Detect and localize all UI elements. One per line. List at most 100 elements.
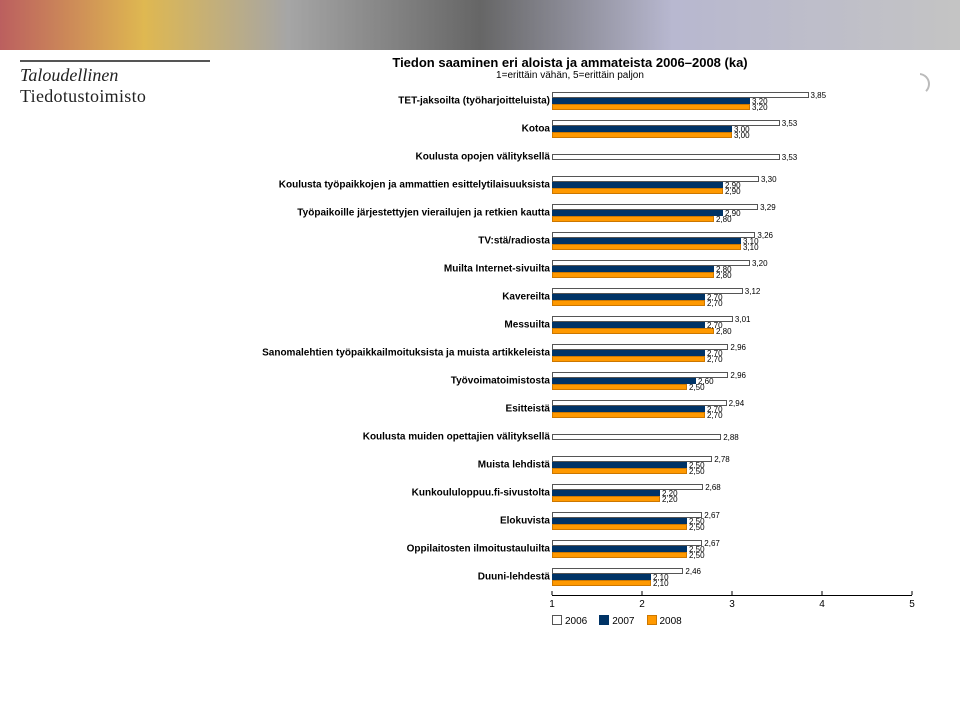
chart-row: Koulusta muiden opettajien välityksellä2… [220, 423, 920, 451]
bar-group: 3,302,902,90 [552, 176, 759, 194]
bar-value: 2,20 [662, 496, 678, 503]
header-decorative-strip [0, 0, 960, 50]
bar-2008 [552, 496, 660, 502]
category-label: Elokuvista [230, 516, 550, 527]
bar-group: 2,88 [552, 434, 721, 440]
bar-value: 3,10 [743, 244, 759, 251]
bar-value: 3,20 [752, 260, 768, 267]
category-label: Kunkoululoppuu.fi-sivustolta [230, 488, 550, 499]
bar-2008 [552, 580, 651, 586]
bar-value: 2,70 [707, 356, 723, 363]
category-label: Muilta Internet-sivuilta [230, 264, 550, 275]
bar-group: 3,263,103,10 [552, 232, 755, 250]
bar-2008 [552, 272, 714, 278]
chart-row: Oppilaitosten ilmoitustauluilta2,672,502… [220, 535, 920, 563]
bar-value: 3,53 [782, 154, 798, 161]
legend-item: 2007 [599, 615, 634, 627]
legend-swatch [599, 615, 609, 625]
x-tick: 2 [639, 599, 645, 610]
x-tick: 4 [819, 599, 825, 610]
chart-row: Koulusta työpaikkojen ja ammattien esitt… [220, 171, 920, 199]
category-label: Sanomalehtien työpaikkailmoituksista ja … [230, 348, 550, 359]
chart-plot: TET-jaksoilta (työharjoitteluista)3,853,… [220, 87, 920, 647]
chart-row: Esitteistä2,942,702,70 [220, 395, 920, 423]
bar-value: 2,50 [689, 384, 705, 391]
bar-value: 3,01 [735, 316, 751, 323]
category-label: Oppilaitosten ilmoitustauluilta [230, 544, 550, 555]
chart-subtitle: 1=erittäin vähän, 5=erittäin paljon [220, 70, 920, 81]
bar-2006 [552, 434, 721, 440]
bar-2008 [552, 244, 741, 250]
bar-2008 [552, 132, 732, 138]
bar-group: 2,672,502,50 [552, 540, 702, 558]
chart-row: TET-jaksoilta (työharjoitteluista)3,853,… [220, 87, 920, 115]
bar-2008 [552, 412, 705, 418]
bar-group: 3,533,003,00 [552, 120, 780, 138]
bar-value: 2,50 [689, 552, 705, 559]
x-tick: 3 [729, 599, 735, 610]
legend-swatch [647, 615, 657, 625]
bar-value: 2,46 [685, 568, 701, 575]
chart: Tiedon saaminen eri aloista ja ammateist… [220, 55, 920, 695]
category-label: Koulusta opojen välityksellä [230, 152, 550, 163]
bar-group: 2,962,702,70 [552, 344, 728, 362]
chart-row: Koulusta opojen välityksellä3,53 [220, 143, 920, 171]
category-label: TET-jaksoilta (työharjoitteluista) [230, 96, 550, 107]
logo-line1: Taloudellinen [20, 65, 210, 86]
bar-value: 3,26 [757, 232, 773, 239]
bar-value: 2,50 [689, 524, 705, 531]
bar-group: 3,292,902,80 [552, 204, 758, 222]
x-tick: 5 [909, 599, 915, 610]
chart-row: TV:stä/radiosta3,263,103,10 [220, 227, 920, 255]
chart-row: Työpaikoille järjestettyjen vierailujen … [220, 199, 920, 227]
bar-group: 2,672,502,50 [552, 512, 702, 530]
chart-row: Elokuvista2,672,502,50 [220, 507, 920, 535]
category-label: Kavereilta [230, 292, 550, 303]
bar-2008 [552, 552, 687, 558]
logo-taloudellinen-tiedotustoimisto: Taloudellinen Tiedotustoimisto [20, 60, 210, 107]
x-tick: 1 [549, 599, 555, 610]
chart-row: Työvoimatoimistosta2,962,602,50 [220, 367, 920, 395]
bar-2008 [552, 524, 687, 530]
bar-2008 [552, 300, 705, 306]
legend-swatch [552, 615, 562, 625]
bar-value: 3,29 [760, 204, 776, 211]
x-axis: 12345 [552, 595, 912, 596]
bar-value: 3,00 [734, 132, 750, 139]
category-label: Koulusta työpaikkojen ja ammattien esitt… [230, 180, 550, 191]
chart-row: Muista lehdistä2,782,502,50 [220, 451, 920, 479]
bar-value: 2,88 [723, 434, 739, 441]
legend-label: 2006 [565, 616, 587, 627]
category-label: Duuni-lehdestä [230, 572, 550, 583]
bar-group: 2,782,502,50 [552, 456, 712, 474]
bar-group: 3,853,203,20 [552, 92, 809, 110]
chart-row: Kunkoululoppuu.fi-sivustolta2,682,202,20 [220, 479, 920, 507]
chart-row: Muilta Internet-sivuilta3,202,802,80 [220, 255, 920, 283]
chart-row: Kotoa3,533,003,00 [220, 115, 920, 143]
bar-value: 2,78 [714, 456, 730, 463]
bar-value: 2,67 [704, 512, 720, 519]
bar-value: 2,90 [725, 188, 741, 195]
category-label: Koulusta muiden opettajien välityksellä [230, 432, 550, 443]
bar-value: 2,96 [730, 344, 746, 351]
bar-value: 2,70 [707, 300, 723, 307]
bar-2008 [552, 216, 714, 222]
bar-group: 2,462,102,10 [552, 568, 683, 586]
bar-value: 2,10 [653, 580, 669, 587]
bar-2008 [552, 104, 750, 110]
chart-row: Duuni-lehdestä2,462,102,10 [220, 563, 920, 591]
chart-row: Sanomalehtien työpaikkailmoituksista ja … [220, 339, 920, 367]
bar-value: 2,80 [716, 272, 732, 279]
legend-item: 2008 [647, 615, 682, 627]
bar-value: 2,68 [705, 484, 721, 491]
chart-row: Kavereilta3,122,702,70 [220, 283, 920, 311]
category-label: Muista lehdistä [230, 460, 550, 471]
bar-group: 3,53 [552, 154, 780, 160]
category-label: Kotoa [230, 124, 550, 135]
bar-value: 2,94 [729, 400, 745, 407]
legend-item: 2006 [552, 615, 587, 627]
bar-2006 [552, 154, 780, 160]
category-label: Esitteistä [230, 404, 550, 415]
bar-value: 3,20 [752, 104, 768, 111]
legend: 2006 2007 2008 [552, 615, 682, 627]
